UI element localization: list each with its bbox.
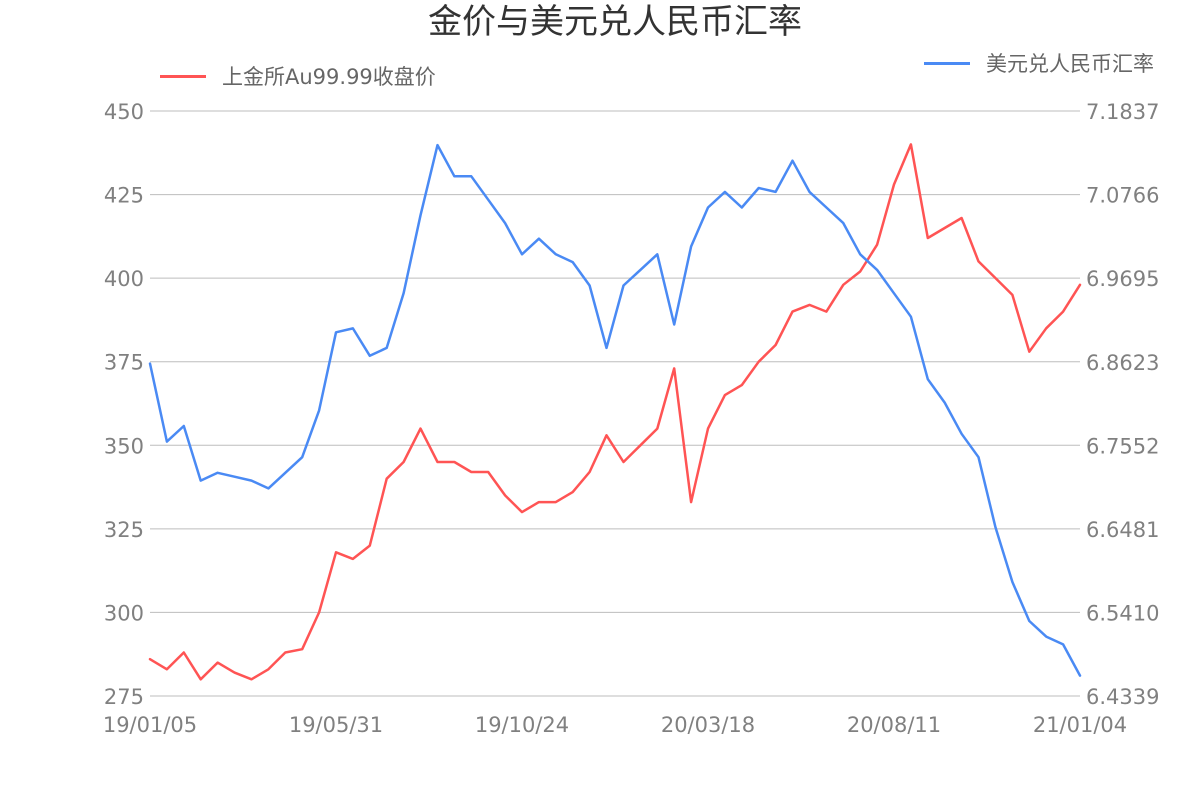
series-lines [148, 143, 1082, 681]
x-tick-label: 21/01/04 [1033, 713, 1127, 737]
left-axis-ticks: 450 425 400 375 350 325 300 275 [104, 100, 144, 709]
x-tick-label: 19/10/24 [475, 713, 569, 737]
x-tick-label: 20/03/18 [661, 713, 755, 737]
legend-fx-label: 美元兑人民币汇率 [986, 52, 1154, 76]
right-axis-ticks: 7.1837 7.0766 6.9695 6.8623 6.7552 6.6481 6.54… [1086, 100, 1159, 709]
x-tick-label: 19/01/05 [103, 713, 197, 737]
left-tick-label: 300 [104, 601, 144, 625]
right-tick-label: 6.6481 [1086, 518, 1159, 542]
right-tick-label: 6.5410 [1086, 601, 1159, 625]
right-tick-label: 7.0766 [1086, 184, 1159, 208]
series-line-fx [148, 143, 1082, 677]
x-axis-ticks: 19/01/05 19/05/31 19/10/24 20/03/18 20/08/11… [103, 713, 1127, 737]
left-tick-label: 450 [104, 100, 144, 124]
legend-gold-label: 上金所Au99.99收盘价 [222, 65, 436, 89]
chart-title: 金价与美元兑人民币汇率 [428, 2, 802, 42]
x-tick-label: 20/08/11 [847, 713, 941, 737]
left-tick-label: 425 [104, 184, 144, 208]
left-tick-label: 325 [104, 518, 144, 542]
legend-fx[interactable]: 美元兑人民币汇率 [924, 48, 1154, 78]
gridlines [150, 110, 1080, 697]
series-line-gold [148, 143, 1082, 681]
left-tick-label: 375 [104, 351, 144, 375]
legend-gold[interactable]: 上金所Au99.99收盘价 [160, 61, 436, 91]
left-tick-label: 275 [104, 685, 144, 709]
left-tick-label: 350 [104, 434, 144, 458]
right-tick-label: 6.8623 [1086, 351, 1159, 375]
right-tick-label: 6.4339 [1086, 685, 1159, 709]
legend-fx-swatch [924, 61, 970, 65]
legend-gold-swatch [160, 74, 206, 78]
right-tick-label: 6.7552 [1086, 434, 1159, 458]
right-tick-label: 6.9695 [1086, 267, 1159, 291]
left-tick-label: 400 [104, 267, 144, 291]
right-tick-label: 7.1837 [1086, 100, 1159, 124]
x-tick-label: 19/05/31 [289, 713, 383, 737]
